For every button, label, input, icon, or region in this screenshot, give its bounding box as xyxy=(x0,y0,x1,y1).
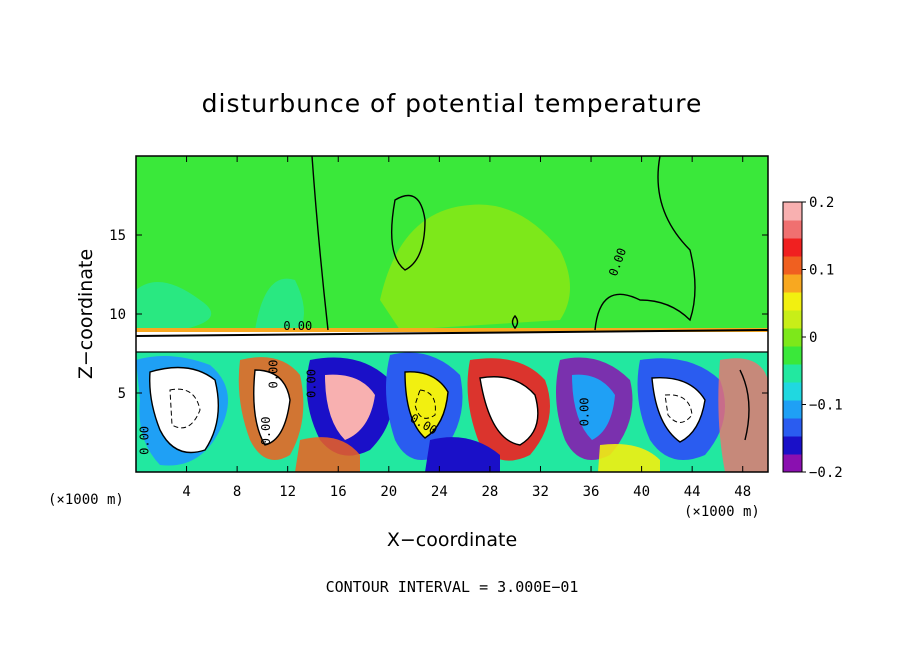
contour-lines xyxy=(136,156,768,454)
x-tick-label: 4 xyxy=(182,484,190,500)
y-axis-label: Z−coordinate xyxy=(75,249,97,379)
x-tick-label: 24 xyxy=(431,484,448,500)
contour-interval-text: CONTOUR INTERVAL = 3.000E−01 xyxy=(326,578,579,596)
cool-patch xyxy=(255,278,304,330)
colorbar-swatch xyxy=(783,418,802,437)
y-tick-label: 10 xyxy=(109,307,126,323)
colorbar-swatch xyxy=(783,256,802,275)
colorbar-swatch xyxy=(783,202,802,221)
x-tick-label: 16 xyxy=(330,484,347,500)
x-tick-label: 44 xyxy=(684,484,701,500)
chart-title: disturbunce of potential temperature xyxy=(202,89,703,118)
colorbar-swatch xyxy=(783,346,802,365)
x-tick-label: 28 xyxy=(481,484,498,500)
x-tick-label: 20 xyxy=(380,484,397,500)
negative-contours xyxy=(169,388,693,429)
colorbar-tick-label: −0.1 xyxy=(809,398,843,414)
temperature-field: 0.000.000.000.000.000.00 0.000.00 xyxy=(136,156,768,472)
colorbar-tick-label: 0.1 xyxy=(809,263,834,279)
colorbar-swatch xyxy=(783,382,802,401)
colorbar-swatch xyxy=(783,220,802,239)
colorbar-tick-label: −0.2 xyxy=(809,465,843,481)
colorbar-swatch xyxy=(783,364,802,383)
contour-label: 0.00 xyxy=(578,398,592,427)
colorbar-swatch xyxy=(783,310,802,329)
x-axis-label: X−coordinate xyxy=(387,529,517,551)
x-tick-label: 32 xyxy=(532,484,549,500)
x-tick-label: 12 xyxy=(279,484,296,500)
colorbar-tick-label: 0 xyxy=(809,330,817,346)
contour-label: 0.00 xyxy=(138,426,152,455)
contour-label: 0.00 xyxy=(267,360,281,389)
colorbar-swatch xyxy=(783,292,802,311)
x-tick-label: 8 xyxy=(233,484,241,500)
contour-label: 0.00 xyxy=(304,369,318,398)
x-axis: 4 8 12 16 20 24 28 32 36 40 44 48 xyxy=(182,156,751,500)
y-axis: 5 10 15 xyxy=(109,228,768,402)
contour-label: 0.00 xyxy=(259,416,273,445)
inversion-band-edge xyxy=(136,328,768,332)
x-tick-label: 36 xyxy=(583,484,600,500)
contour-label: 0.00 xyxy=(283,319,312,333)
x-tick-label: 48 xyxy=(734,484,751,500)
colorbar-swatch xyxy=(783,400,802,419)
warm-patch xyxy=(380,204,570,330)
colorbar-swatch xyxy=(783,436,802,455)
colorbar-swatch xyxy=(783,454,802,473)
colorbar: 0.2 0.1 0 −0.1 −0.2 xyxy=(782,195,843,481)
x-axis-unit-right: (×1000 m) xyxy=(684,504,760,520)
cool-patch xyxy=(136,282,212,330)
colorbar-swatch xyxy=(783,238,802,257)
x-axis-unit-left: (×1000 m) xyxy=(48,492,124,508)
x-tick-label: 40 xyxy=(633,484,650,500)
colorbar-swatch xyxy=(783,274,802,293)
colorbar-swatch xyxy=(783,328,802,347)
colorbar-tick-label: 0.2 xyxy=(809,195,834,211)
y-tick-label: 5 xyxy=(118,386,126,402)
y-tick-label: 15 xyxy=(109,228,126,244)
